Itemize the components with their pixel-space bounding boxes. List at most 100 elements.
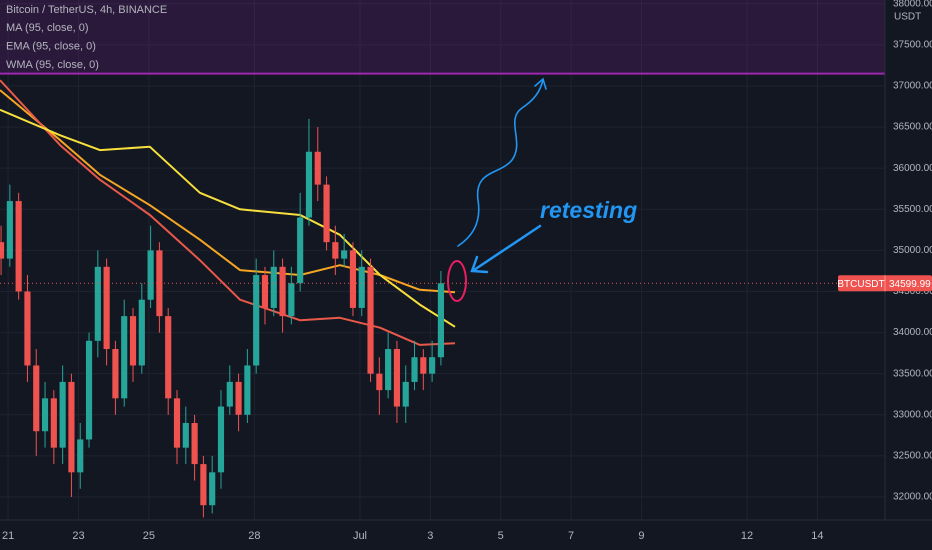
pointer-arrow-head [470,255,489,274]
pointer-arrow [472,224,542,272]
candle-body [314,151,321,185]
candle-body [77,439,84,473]
price-axis-bg [885,0,932,550]
price-tag [838,275,932,292]
candle-body [244,365,251,415]
annotation-drawings [447,77,547,302]
candle-body [147,250,154,300]
candle-body [24,291,31,366]
candle-layer [0,118,444,518]
annotation-text: retesting [540,197,637,223]
candle-body [191,423,198,465]
chart-title: Bitcoin / TetherUS, 4h, BINANCE [6,4,167,16]
candle-body [6,201,13,259]
candle-body [209,472,216,506]
last-price-label: 34599.99 [889,279,931,290]
candle-body [358,266,365,308]
x-tick-label: 3 [427,530,433,542]
indicator-line [0,89,456,294]
candle-body [165,316,172,399]
candle-body [323,184,330,243]
y-tick-label: 34500.00 [893,286,932,297]
candle-body [297,217,304,284]
candle-body [0,242,5,259]
candle-body [393,349,401,407]
candle-body [305,151,313,218]
y-tick-label: 37500.00 [893,40,932,51]
candle-body [411,357,418,382]
y-tick-label: 36000.00 [893,163,932,174]
candle-body [341,250,348,259]
symbol-label: BTCUSDT [837,279,884,290]
candle-body [85,340,93,440]
y-tick-label: 35500.00 [893,204,932,215]
y-tick-label: 33000.00 [893,409,932,420]
legend-entry: EMA (95, close, 0) [6,40,96,52]
candle-body [50,398,57,448]
y-tick-label: 32000.00 [893,492,932,503]
highlight-ellipse [447,260,467,302]
squiggle-arrow [457,79,544,247]
candle-body [173,398,181,448]
zone-layer [0,0,885,75]
candle-body [94,266,101,341]
indicator-line [0,108,456,328]
candle-body [33,365,40,432]
y-tick-label: 33500.00 [893,368,932,379]
candle-body [402,381,409,407]
x-tick-label: 14 [811,530,823,542]
x-tick-label: 12 [741,530,753,542]
candle-body [376,373,383,391]
candle-body [138,299,145,366]
candle-body [15,201,22,292]
candle-body [235,381,242,415]
candle-body [68,381,75,473]
candle-body [112,349,119,399]
x-tick-label: 21 [2,530,14,542]
candle-body [200,464,207,506]
candle-body [41,398,49,432]
candle-body [226,381,233,407]
candle-body [288,283,295,317]
x-tick-label: 7 [568,530,574,542]
indicator-layer [0,79,456,346]
candle-body [429,357,436,374]
legend-entry: WMA (95, close, 0) [6,59,99,71]
time-axis-bg [0,520,932,550]
candle-body [437,283,444,358]
y-tick-label: 37000.00 [893,81,932,92]
candle-body [332,242,339,259]
candle-body [420,357,427,374]
candle-body [129,316,137,366]
candle-body [270,266,277,308]
y-tick-label: 34000.00 [893,327,932,338]
indicator-line [0,79,456,346]
candle-body [121,316,128,399]
y-tick-label: 32500.00 [893,451,932,462]
x-tick-label: 9 [638,530,644,542]
x-tick-label: 5 [498,530,504,542]
x-tick-label: 25 [143,530,155,542]
y-tick-label: 36500.00 [893,122,932,133]
currency-label: USDT [894,12,921,23]
x-tick-label: 28 [248,530,260,542]
candle-body [59,381,66,448]
y-tick-label: 35000.00 [893,245,932,256]
candle-body [367,266,374,374]
y-tick-label: 38000.00 [893,0,932,9]
x-tick-label: Jul [353,530,367,542]
arrow-head [534,77,547,90]
legend-entry: MA (95, close, 0) [6,22,89,34]
candle-body [253,275,260,366]
x-tick-label: 23 [72,530,84,542]
candle-body [103,266,110,350]
candle-body [385,349,392,391]
candle-body [217,406,225,473]
candle-body [279,266,286,317]
legend: Bitcoin / TetherUS, 4h, BINANCE MA (95, … [6,4,167,71]
candle-body [182,423,189,448]
candle-body [261,275,269,308]
